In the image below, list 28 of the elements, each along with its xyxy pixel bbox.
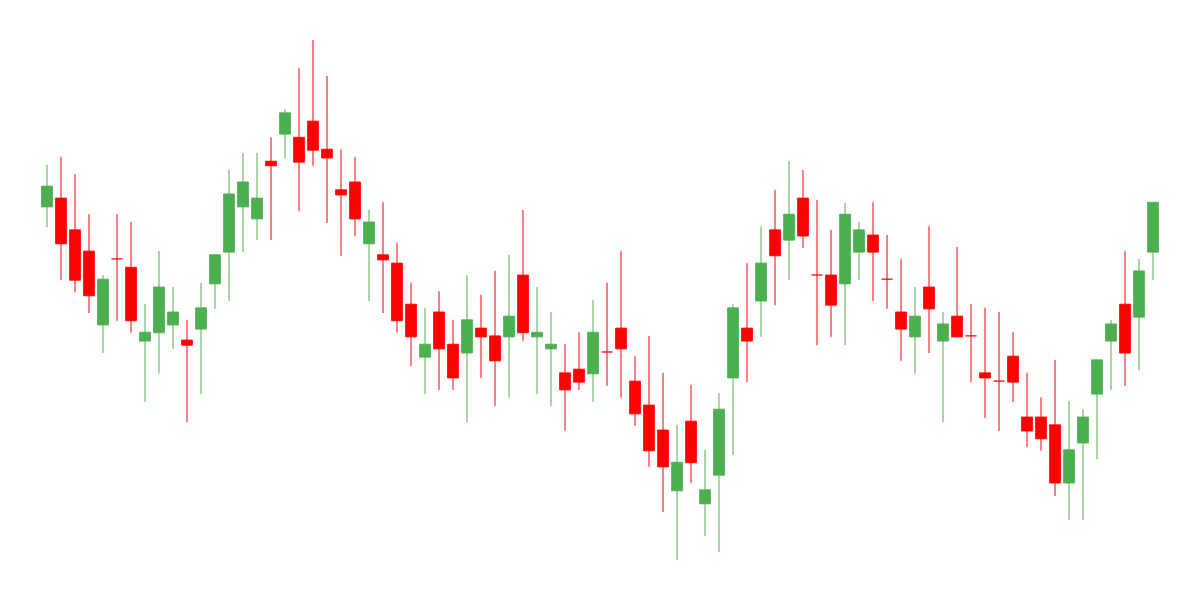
candlestick bbox=[979, 307, 991, 419]
candlestick bbox=[181, 319, 193, 423]
candlestick bbox=[881, 234, 893, 310]
candlestick bbox=[237, 152, 249, 253]
candlestick bbox=[741, 262, 753, 383]
candlestick bbox=[503, 254, 515, 399]
candlestick bbox=[167, 286, 179, 350]
candlestick bbox=[1105, 319, 1117, 391]
candlestick bbox=[867, 201, 879, 302]
candlestick bbox=[993, 311, 1005, 432]
candlestick bbox=[559, 343, 571, 432]
candlestick bbox=[909, 286, 921, 375]
candlestick bbox=[251, 152, 263, 241]
candlestick bbox=[1021, 372, 1033, 448]
candlestick bbox=[937, 311, 949, 423]
candlestick bbox=[615, 250, 627, 399]
candlestick bbox=[811, 199, 823, 346]
candlestick bbox=[965, 303, 977, 383]
candlestick bbox=[895, 258, 907, 362]
candlestick bbox=[335, 148, 347, 257]
candlestick bbox=[111, 213, 123, 322]
candlestick bbox=[475, 294, 487, 379]
candlestick bbox=[951, 246, 963, 338]
candlestick bbox=[531, 286, 543, 395]
candlestick bbox=[545, 311, 557, 407]
candlestick bbox=[41, 164, 53, 228]
candlestick bbox=[377, 201, 389, 314]
candlestick bbox=[601, 282, 613, 387]
